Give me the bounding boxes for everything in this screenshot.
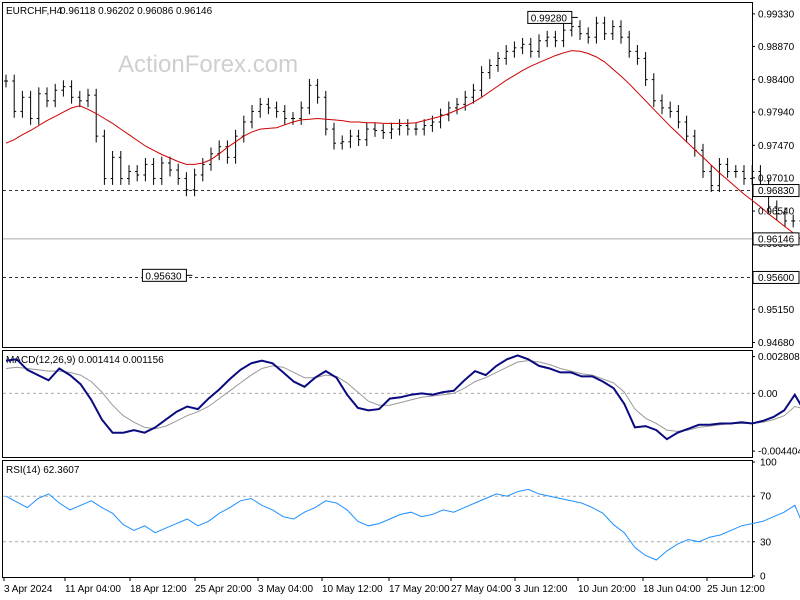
rsi-lines bbox=[3, 488, 800, 561]
watermark: ActionForex.com bbox=[118, 51, 298, 78]
macd-lines bbox=[3, 354, 800, 441]
ohlc-values-label: 0.96118 0.96202 0.96086 0.96146 bbox=[60, 6, 213, 17]
macd-main-line bbox=[5, 354, 800, 441]
macd-title: MACD(12,26,9) 0.001414 0.001156 bbox=[6, 355, 164, 366]
rsi-axis: 100 70 30 0 bbox=[752, 458, 777, 583]
time-tick-label: 3 Jun 12:00 bbox=[515, 584, 568, 595]
time-tick-label: 3 Apr 2024 bbox=[4, 584, 53, 595]
price-levels bbox=[3, 190, 752, 278]
annotation-box bbox=[527, 10, 573, 24]
price-tick-label: 0.97010 bbox=[758, 173, 795, 184]
price-tick-label: 0.94680 bbox=[758, 338, 795, 349]
price-tick-label: 0.99330 bbox=[758, 9, 795, 20]
price-axis: 0.99330 0.98870 0.98400 0.97940 0.97470 0.970… bbox=[752, 9, 800, 349]
level-price-tag-box bbox=[752, 184, 800, 198]
macd-signal-line bbox=[5, 360, 800, 432]
current-price-tag: 0.96146 bbox=[758, 234, 795, 245]
price-tick-label: 0.98400 bbox=[758, 75, 795, 86]
symbol-timeframe-label: EURCHF,H4 bbox=[6, 6, 63, 17]
level-price-tag: 0.96830 bbox=[758, 186, 795, 197]
moving-average bbox=[5, 50, 800, 239]
price-tick-label: 0.97470 bbox=[758, 141, 795, 152]
time-tick-label: 27 May 04:00 bbox=[451, 584, 512, 595]
price-panel: EURCHF,H4 0.96118 0.96202 0.96086 0.9614… bbox=[2, 2, 800, 349]
rsi-tick-label: 30 bbox=[760, 537, 772, 548]
macd-tick-label: -0.004404 bbox=[758, 447, 800, 458]
price-tick-label: 0.98870 bbox=[758, 42, 795, 53]
annotation-label: 0.95630 bbox=[145, 271, 182, 282]
macd-panel: MACD(12,26,9) 0.001414 0.001156 0.002808… bbox=[2, 350, 800, 458]
macd-tick-label: 0.002808 bbox=[758, 352, 800, 363]
time-tick-label: 10 Jun 20:00 bbox=[578, 584, 636, 595]
time-tick-label: 17 May 20:00 bbox=[389, 584, 450, 595]
annotation-box bbox=[141, 268, 187, 282]
macd-axis: 0.002808 0.00 -0.004404 bbox=[752, 352, 800, 458]
price-tick-label: 0.95150 bbox=[758, 305, 795, 316]
level-price-tag-box bbox=[752, 270, 800, 284]
price-tick-label: 0.96540 bbox=[758, 207, 795, 218]
price-panel-frame bbox=[2, 2, 753, 348]
moving-average-line bbox=[5, 50, 800, 239]
rsi-tick-label: 0 bbox=[760, 572, 766, 583]
price-tick-label: 0.97940 bbox=[758, 108, 795, 119]
rsi-panel: RSI(14) 62.3607 100 70 30 0 bbox=[2, 458, 800, 583]
annotation-label: 0.99280 bbox=[531, 13, 568, 24]
price-bars bbox=[4, 16, 800, 228]
level-price-tag: 0.95600 bbox=[758, 273, 795, 284]
rsi-title: RSI(14) 62.3607 bbox=[6, 465, 80, 476]
time-tick-label: 10 May 12:00 bbox=[322, 584, 383, 595]
time-tick-label: 11 Apr 04:00 bbox=[65, 584, 121, 595]
time-tick-label: 3 May 04:00 bbox=[258, 584, 313, 595]
time-tick-label: 18 Apr 12:00 bbox=[130, 584, 187, 595]
rsi-line bbox=[5, 488, 800, 561]
rsi-tick-label: 70 bbox=[760, 492, 772, 503]
time-tick-label: 18 Jun 04:00 bbox=[643, 584, 701, 595]
time-tick-label: 25 Jun 12:00 bbox=[707, 584, 765, 595]
time-tick-label: 25 Apr 20:00 bbox=[195, 584, 252, 595]
macd-panel-frame bbox=[2, 350, 753, 458]
current-price-tag-box bbox=[752, 232, 800, 246]
macd-tick-label: 0.00 bbox=[758, 389, 778, 400]
time-axis: 3 Apr 2024 11 Apr 04:00 18 Apr 12:00 25 Apr… bbox=[3, 577, 765, 595]
rsi-tick-label: 100 bbox=[760, 458, 777, 469]
rsi-panel-frame bbox=[2, 460, 753, 578]
